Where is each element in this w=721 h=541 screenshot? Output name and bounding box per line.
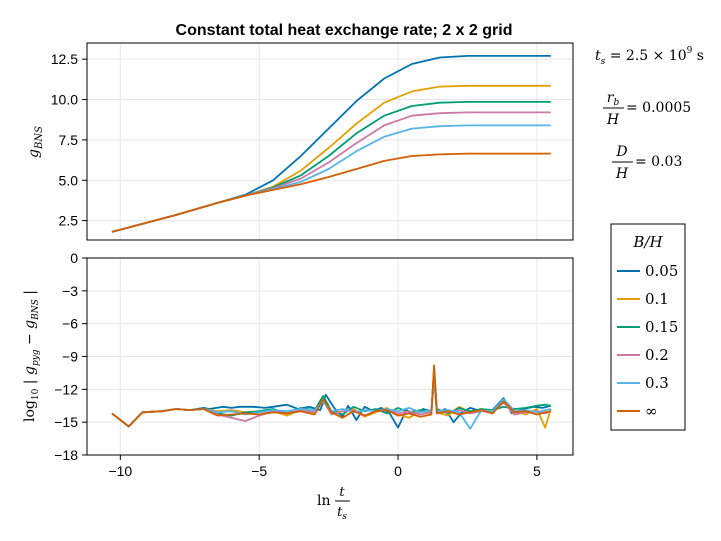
bottom-ytick-label: −15: [54, 414, 78, 430]
x-axis-label: ln t ts: [317, 485, 350, 522]
legend-label: ∞: [645, 402, 658, 420]
bottom-y-ticks: 0 −3 −6 −9 −12 −15 −18: [54, 250, 87, 463]
legend-entry: 0.1: [617, 290, 669, 308]
legend: B/H 0.05 0.1 0.15 0.2 0.3 ∞: [610, 223, 686, 431]
xtick-label: −5: [251, 463, 267, 479]
top-y-ticks: 2.5 5.0 7.5 10.0 12.5: [51, 51, 87, 229]
chart-title: Constant total heat exchange rate; 2 x 2…: [176, 22, 513, 39]
bottom-series-0.1: [111, 369, 552, 429]
legend-entry: 0.2: [617, 346, 669, 364]
bottom-ytick-label: −6: [62, 316, 78, 332]
top-ytick-label: 2.5: [59, 213, 79, 229]
legend-entry: ∞: [617, 402, 658, 420]
bottom-ytick-label: −12: [54, 381, 78, 397]
top-series-0.05: [111, 55, 551, 233]
top-series-∞: [111, 152, 551, 233]
top-ytick-label: 10.0: [51, 92, 78, 108]
bottom-series-lines: [111, 364, 552, 430]
bottom-y-axis-label: log10 | gpyg − gBNS |: [22, 290, 41, 422]
x-label-num: t: [339, 485, 345, 500]
svg-text:H: H: [615, 166, 629, 182]
bottom-x-ticks: −10 −5 0 5: [108, 455, 541, 479]
legend-label: 0.15: [645, 318, 678, 336]
top-ytick-label: 12.5: [51, 51, 78, 67]
legend-entry: 0.3: [617, 374, 669, 392]
xtick-label: 5: [533, 463, 541, 479]
top-series-0.1: [111, 84, 551, 233]
legend-entry: 0.15: [617, 318, 678, 336]
parameter-annotations: ts = 2.5 × 109 s rb H = 0.0005 D H = 0.0…: [595, 46, 704, 182]
x-label-den: ts: [337, 505, 347, 522]
xtick-label: −10: [108, 463, 132, 479]
top-panel: 2.5 5.0 7.5 10.0 12.5 gBNS: [26, 42, 574, 241]
bottom-series-∞: [111, 364, 551, 428]
top-grid: [87, 43, 573, 240]
top-y-axis-label: gBNS: [26, 126, 45, 158]
bottom-series-0.15: [111, 366, 551, 428]
bottom-panel: 0 −3 −6 −9 −12 −15 −18 −10 −5 0 5 log10 | gpyg − …: [22, 250, 574, 522]
svg-text:rb: rb: [607, 90, 620, 108]
bottom-ytick-label: 0: [70, 250, 78, 266]
bottom-series-0.2: [111, 373, 552, 428]
x-label-prefix: ln: [317, 493, 331, 509]
svg-text:= 0.03: = 0.03: [635, 154, 682, 170]
bottom-ytick-label: −3: [62, 283, 78, 299]
bottom-ytick-label: −9: [62, 349, 78, 365]
bottom-series-0.05: [111, 377, 552, 429]
rb-annotation: rb H = 0.0005: [603, 90, 691, 128]
bottom-ytick-label: −18: [54, 447, 78, 463]
legend-title: B/H: [632, 233, 663, 251]
ts-annotation: ts = 2.5 × 109 s: [595, 46, 704, 67]
svg-text:= 0.0005: = 0.0005: [626, 100, 691, 116]
top-ytick-label: 7.5: [59, 132, 79, 148]
legend-label: 0.05: [645, 262, 678, 280]
bottom-series-0.3: [111, 375, 551, 430]
svg-text:H: H: [606, 112, 620, 128]
xtick-label: 0: [394, 463, 402, 479]
svg-text:D: D: [615, 144, 627, 160]
top-series-0.3: [111, 124, 551, 233]
legend-entries: 0.05 0.1 0.15 0.2 0.3 ∞: [617, 262, 678, 420]
top-axes-frame: [86, 42, 574, 241]
top-ytick-label: 5.0: [59, 172, 79, 188]
top-series-lines: [111, 55, 551, 233]
legend-label: 0.3: [645, 374, 669, 392]
d-annotation: D H = 0.03: [612, 144, 682, 182]
bottom-grid: [87, 257, 573, 456]
legend-label: 0.1: [645, 290, 669, 308]
legend-entry: 0.05: [617, 262, 678, 280]
legend-label: 0.2: [645, 346, 669, 364]
